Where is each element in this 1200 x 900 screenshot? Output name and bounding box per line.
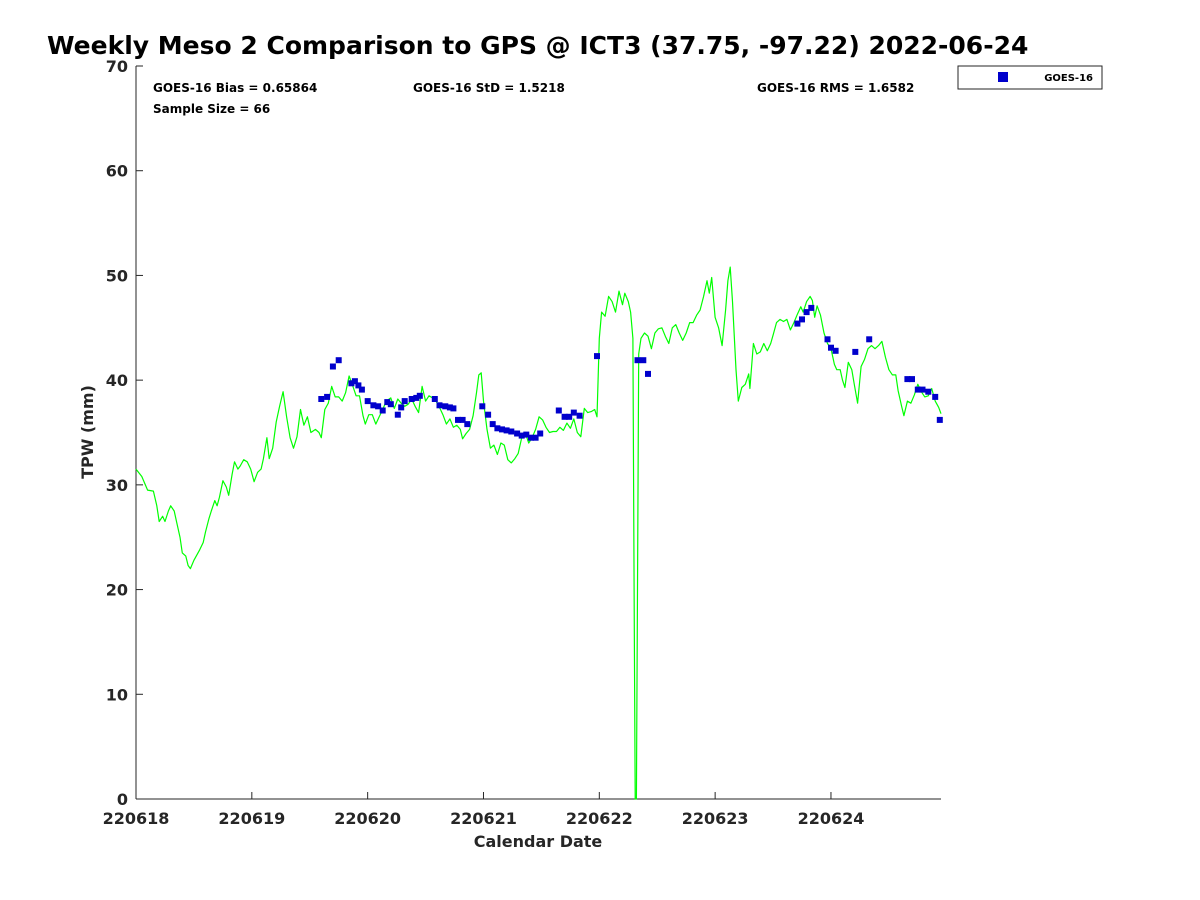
goes16-point bbox=[932, 393, 939, 400]
goes16-point bbox=[455, 416, 461, 423]
y-axis-label: TPW (mm) bbox=[78, 385, 97, 479]
legend-box bbox=[957, 65, 1103, 90]
goes16-point bbox=[442, 403, 449, 410]
goes16-point bbox=[634, 357, 641, 364]
goes16-point bbox=[348, 380, 355, 387]
goes16-point bbox=[566, 413, 573, 420]
goes16-point bbox=[799, 316, 805, 323]
goes16-point bbox=[794, 320, 801, 327]
goes16-point bbox=[528, 434, 534, 441]
goes16-point bbox=[904, 376, 911, 383]
goes16-point bbox=[537, 430, 544, 437]
x-tick-label: 220623 bbox=[682, 809, 749, 828]
goes16-point bbox=[387, 401, 394, 408]
goes16-point bbox=[459, 416, 466, 423]
goes16-point bbox=[828, 344, 834, 351]
x-tick-label: 220618 bbox=[103, 809, 170, 828]
goes16-point bbox=[416, 392, 423, 399]
goes16-point bbox=[576, 412, 583, 419]
goes16-point bbox=[355, 382, 362, 389]
x-tick-label: 220620 bbox=[334, 809, 401, 828]
goes16-point bbox=[375, 403, 382, 410]
goes16-point bbox=[508, 428, 515, 435]
y-tick-label: 10 bbox=[106, 685, 128, 704]
goes16-point bbox=[351, 378, 358, 385]
goes16-point bbox=[364, 398, 371, 405]
goes16-point bbox=[464, 421, 471, 428]
y-tick-label: 20 bbox=[106, 581, 128, 600]
x-tick-label: 220624 bbox=[798, 809, 865, 828]
goes16-point bbox=[408, 396, 415, 402]
x-tick-label: 220621 bbox=[450, 809, 517, 828]
rms-stat: GOES-16 RMS = 1.6582 bbox=[757, 81, 914, 95]
goes16-point bbox=[370, 402, 377, 409]
goes16-point bbox=[640, 357, 647, 364]
goes16-point bbox=[329, 363, 336, 370]
goes16-point bbox=[909, 376, 915, 383]
goes16-point bbox=[394, 411, 401, 418]
goes16-point bbox=[446, 404, 453, 411]
goes16-point bbox=[532, 434, 539, 441]
goes16-point bbox=[645, 370, 651, 377]
goes16-point bbox=[398, 404, 405, 411]
y-tick-label: 60 bbox=[106, 162, 128, 181]
goes16-point bbox=[436, 402, 443, 409]
goes16-point bbox=[450, 405, 457, 412]
goes16-point bbox=[335, 357, 342, 364]
goes16-point bbox=[494, 425, 501, 432]
sample-size-stat: Sample Size = 66 bbox=[153, 102, 270, 116]
goes16-point bbox=[384, 399, 391, 406]
gps-series-line bbox=[135, 266, 942, 800]
goes16-point bbox=[489, 421, 496, 428]
goes16-point bbox=[803, 309, 810, 316]
goes16-point bbox=[594, 353, 600, 360]
x-tick-label: 220619 bbox=[218, 809, 285, 828]
goes16-point bbox=[324, 393, 331, 400]
y-tick-label: 0 bbox=[117, 790, 128, 809]
goes16-point bbox=[358, 386, 365, 393]
goes16-point bbox=[561, 413, 568, 420]
goes16-point bbox=[925, 388, 932, 395]
x-axis-label: Calendar Date bbox=[474, 832, 603, 851]
goes16-point bbox=[499, 426, 505, 433]
goes16-point bbox=[379, 407, 386, 414]
std-stat: GOES-16 StD = 1.5218 bbox=[413, 81, 565, 95]
goes16-series-points bbox=[318, 304, 943, 441]
goes16-point bbox=[555, 407, 562, 414]
goes16-point bbox=[485, 411, 492, 418]
bias-stat: GOES-16 Bias = 0.65864 bbox=[153, 81, 317, 95]
goes16-point bbox=[401, 398, 408, 405]
legend: GOES-16 bbox=[957, 65, 1103, 90]
goes16-point bbox=[914, 386, 921, 393]
gps-line bbox=[135, 266, 942, 800]
x-tick-label: 220622 bbox=[566, 809, 633, 828]
goes16-point bbox=[413, 394, 420, 401]
legend-marker-square-icon bbox=[998, 72, 1008, 82]
goes16-point bbox=[318, 396, 325, 402]
goes16-point bbox=[570, 409, 577, 416]
y-tick-label: 70 bbox=[106, 57, 128, 76]
axes: 0 10 20 30 40 50 60 70 220618 220619 220620 220621 2… bbox=[103, 57, 941, 828]
goes16-point bbox=[808, 304, 815, 311]
goes16-point bbox=[514, 430, 521, 437]
goes16-point bbox=[866, 336, 873, 343]
goes16-point bbox=[919, 386, 926, 393]
goes16-point bbox=[852, 348, 859, 355]
y-tick-label: 50 bbox=[106, 266, 128, 285]
goes16-point bbox=[518, 432, 525, 439]
goes16-point bbox=[936, 416, 943, 423]
goes16-point bbox=[832, 347, 839, 354]
y-tick-label: 40 bbox=[106, 371, 128, 390]
legend-entry-goes16: GOES-16 bbox=[1044, 73, 1093, 84]
goes16-point bbox=[824, 336, 831, 343]
y-tick-label: 30 bbox=[106, 476, 128, 495]
goes16-point bbox=[503, 427, 510, 434]
goes16-point bbox=[431, 396, 438, 402]
chart-title: Weekly Meso 2 Comparison to GPS @ ICT3 (… bbox=[47, 31, 1028, 60]
goes16-point bbox=[479, 403, 486, 410]
goes16-point bbox=[523, 431, 530, 438]
